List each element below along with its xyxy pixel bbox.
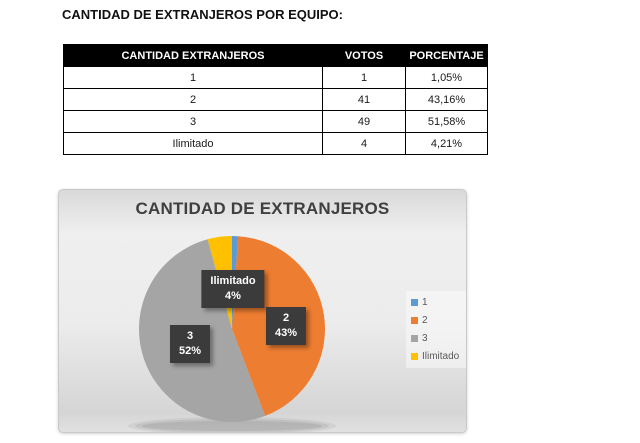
table-cell: 41 <box>322 88 406 111</box>
table-header-row: CANTIDAD EXTRANJEROS VOTOS PORCENTAJE <box>63 44 488 67</box>
data-label-category: 2 <box>282 312 290 324</box>
legend-label: 1 <box>422 297 428 309</box>
column-header: PORCENTAJE <box>405 44 488 67</box>
pie-chart <box>128 236 336 432</box>
data-label-category: 3 <box>186 330 194 342</box>
data-label-percent: 4% <box>225 290 241 302</box>
table-cell: 2 <box>63 88 323 111</box>
pie-shadow <box>142 421 322 431</box>
table-row: 2 41 43,16% <box>63 88 488 111</box>
data-label-category: Ilimitado <box>210 275 256 287</box>
chart-legend: 1 2 3 Ilimitado <box>406 291 466 368</box>
table-row: 1 1 1,05% <box>63 66 488 89</box>
table-cell: 1 <box>322 66 406 89</box>
table-cell: 3 <box>63 110 323 133</box>
legend-label: Ilimitado <box>422 350 460 362</box>
legend-item: Ilimitado <box>411 351 464 362</box>
legend-item: 1 <box>411 297 464 308</box>
chart-title: CANTIDAD DE EXTRANJEROS <box>135 199 390 218</box>
table-cell: Ilimitado <box>63 132 323 155</box>
data-label-ilimitado: Ilimitado 4% <box>201 270 265 308</box>
legend-item: 2 <box>411 315 464 326</box>
data-label-percent: 52% <box>178 345 202 357</box>
table-cell: 4,21% <box>405 132 488 155</box>
column-header: CANTIDAD EXTRANJEROS <box>63 44 323 67</box>
table-cell: 51,58% <box>405 110 488 133</box>
legend-swatch <box>411 299 418 307</box>
data-label-2: 2 43% <box>265 307 307 345</box>
pie-shadow <box>135 419 329 432</box>
table-body: 1 1 1,05% 2 41 43,16% 3 49 51,58% Ilimitado 4 4,21% <box>63 66 488 155</box>
table-row: Ilimitado 4 4,21% <box>63 132 488 155</box>
page-title: CANTIDAD DE EXTRANJEROS POR EQUIPO: <box>62 7 343 22</box>
data-label-3: 3 52% <box>169 325 211 363</box>
pie-shadow <box>128 417 336 432</box>
table-row: 3 49 51,58% <box>63 110 488 133</box>
legend-label: 3 <box>422 332 428 344</box>
column-header: VOTOS <box>322 44 406 67</box>
legend-swatch <box>411 334 418 342</box>
table-cell: 4 <box>322 132 406 155</box>
legend-swatch <box>411 352 418 360</box>
table-cell: 1 <box>63 66 323 89</box>
table-cell: 1,05% <box>405 66 488 89</box>
table-cell: 49 <box>322 110 406 133</box>
results-table: CANTIDAD EXTRANJEROS VOTOS PORCENTAJE 1 1 1,… <box>63 44 488 155</box>
chart-panel: CANTIDAD DE EXTRANJEROS Ilimitado 4% 2 4… <box>58 189 467 433</box>
legend-swatch <box>411 317 418 325</box>
legend-item: 3 <box>411 333 464 344</box>
data-label-percent: 43% <box>274 327 298 339</box>
legend-label: 2 <box>422 315 428 327</box>
table-cell: 43,16% <box>405 88 488 111</box>
